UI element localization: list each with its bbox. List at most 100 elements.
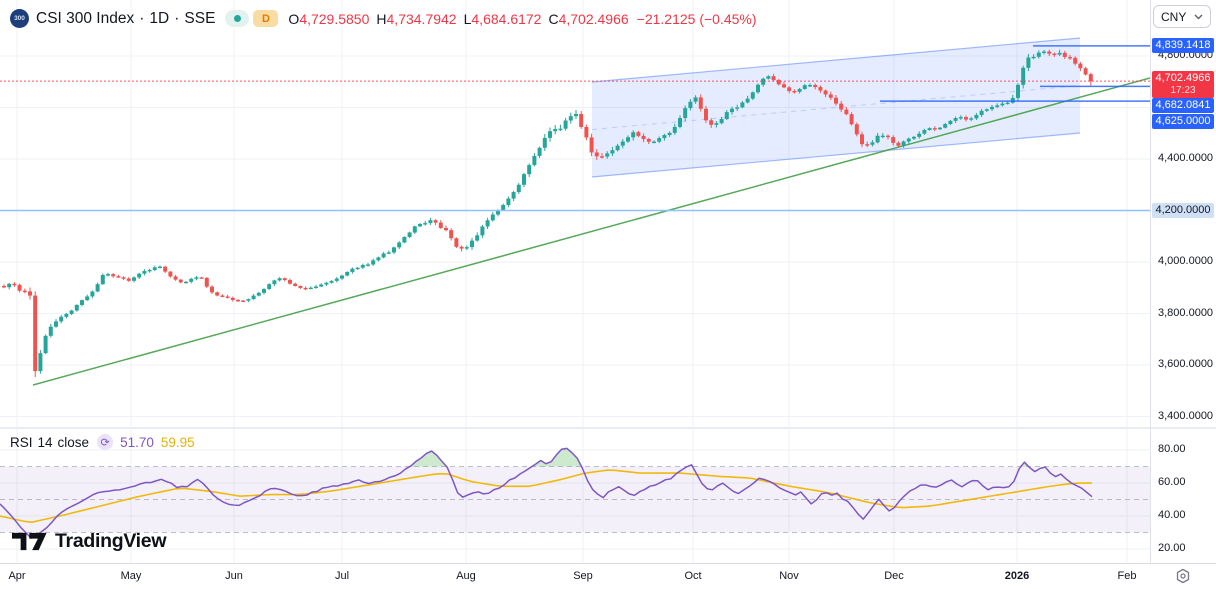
candle [766,75,771,80]
trendline [32,77,1150,386]
candle [194,275,199,281]
open-label: O [288,10,300,27]
low-label: L [463,10,472,27]
candle [38,350,43,374]
candle [865,141,870,148]
candle [1078,61,1083,72]
time-axis[interactable]: Apr May Jun Jul Aug Sep Oct Nov Dec 2026 Feb [0,563,1216,589]
candle [470,237,474,250]
legend-interval[interactable]: 1D [149,9,170,27]
interval-badge[interactable]: D [253,10,279,27]
price-tick-label: 4,000.0000 [1158,255,1214,267]
rsi-pane[interactable] [0,429,1150,563]
candle [121,276,126,281]
legend-separator: · [139,9,145,27]
candle [449,228,454,241]
candle [334,276,339,283]
rsi-length: 14 [37,434,53,450]
candle [719,116,724,125]
candle [683,105,688,122]
candle [340,274,344,280]
rsi-title[interactable]: RSI [10,434,33,450]
chart-settings-gear-icon[interactable] [1175,568,1191,589]
time-tick-label: Aug [456,570,476,582]
candle [646,137,651,145]
candle [360,263,365,270]
candle [667,131,672,137]
candle [990,104,994,112]
candle [48,324,53,338]
rsi-source: close [57,434,90,450]
candle [948,119,953,126]
candle [782,81,786,89]
rsi-tick-label: 60.00 [1158,476,1186,488]
candle [750,91,755,101]
candle [1083,66,1088,76]
candle [605,151,610,159]
price-axis[interactable]: 4,800.00004,600.00004,400.00004,000.0000… [1150,0,1216,563]
candles-series [2,49,1093,378]
legend-exchange[interactable]: SSE [184,9,216,27]
candle [927,127,932,131]
candle [1073,56,1078,66]
time-tick-label: Sep [573,570,593,582]
candle [688,99,693,111]
candle [631,130,636,141]
symbol-title[interactable]: CSI 300 Index [36,9,135,27]
rsi-ma-value: 59.95 [160,434,195,450]
candle [797,87,802,94]
candle [480,224,485,238]
candle [74,304,79,312]
candle [433,219,438,226]
time-tick-label: Nov [779,570,799,582]
candle [522,172,526,188]
candle [43,334,48,355]
candle [267,283,272,290]
candle [386,250,391,255]
time-tick-label: Oct [684,570,702,582]
open-value: 4,729.5850 [299,10,370,27]
tradingview-logo[interactable]: TradingView [12,530,167,553]
candle [776,78,781,86]
candle [880,132,885,139]
candle [610,146,615,157]
currency-dropdown[interactable]: CNY [1153,5,1211,28]
candle [303,286,308,291]
candle [137,272,142,280]
candle [693,95,698,104]
chevron-down-icon [1194,14,1203,19]
candle [1047,49,1052,57]
candle [152,265,157,272]
candle [1000,101,1005,107]
ohlc-values: O 4,729.5850 H 4,734.7942 L 4,684.6172 C 4,7… [288,11,635,27]
price-level-label: 4,702.4966 17:23 [1152,71,1214,98]
candle [652,140,656,144]
candle [1031,54,1036,60]
candle [979,108,984,117]
time-tick-label: Jun [225,570,243,582]
candle [298,285,303,290]
candle [423,220,428,226]
candle [329,280,334,284]
candle [672,123,677,135]
candle [418,222,422,228]
candle [324,281,329,287]
candle [537,146,542,159]
candle [896,141,901,147]
candle [308,286,313,290]
rsi-loading-icon: ⟳ [97,434,114,450]
candle [964,115,968,122]
candle [792,89,797,94]
change-value: −21.2125 (−0.45%) [636,10,757,27]
candle [184,280,188,284]
main-price-pane[interactable] [0,0,1150,427]
market-status-indicator[interactable] [225,10,250,27]
candle [168,271,173,278]
candle [1062,50,1067,59]
candle [272,279,277,286]
candle [366,262,370,267]
pane-separator[interactable] [0,427,1216,429]
tradingview-mark-icon [12,532,47,551]
candle [906,137,911,145]
